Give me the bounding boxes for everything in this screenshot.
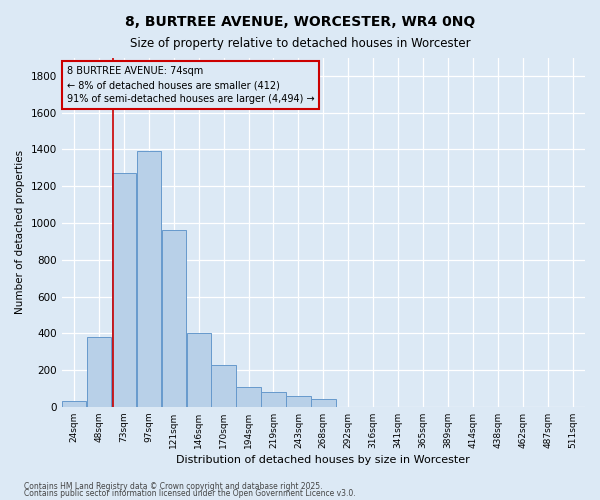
Bar (187, 334, 211, 407)
Text: Contains HM Land Registry data © Crown copyright and database right 2025.: Contains HM Land Registry data © Crown c… (24, 482, 323, 491)
Bar (112, 174, 136, 407)
Bar (311, 400, 335, 407)
Bar (161, 230, 186, 407)
Text: Contains public sector information licensed under the Open Government Licence v3: Contains public sector information licen… (24, 490, 356, 498)
Text: 8 BURTREE AVENUE: 74sqm
← 8% of detached houses are smaller (412)
91% of semi-de: 8 BURTREE AVENUE: 74sqm ← 8% of detached… (67, 66, 314, 104)
Bar (87, 337, 111, 407)
Bar (286, 396, 311, 407)
Bar (62, 402, 86, 407)
Bar (137, 152, 161, 407)
Y-axis label: Number of detached properties: Number of detached properties (15, 150, 25, 314)
Bar (211, 364, 236, 407)
Bar (236, 386, 261, 407)
Text: 8, BURTREE AVENUE, WORCESTER, WR4 0NQ: 8, BURTREE AVENUE, WORCESTER, WR4 0NQ (125, 15, 475, 29)
X-axis label: Distribution of detached houses by size in Worcester: Distribution of detached houses by size … (176, 455, 470, 465)
Text: Size of property relative to detached houses in Worcester: Size of property relative to detached ho… (130, 38, 470, 51)
Bar (261, 392, 286, 407)
